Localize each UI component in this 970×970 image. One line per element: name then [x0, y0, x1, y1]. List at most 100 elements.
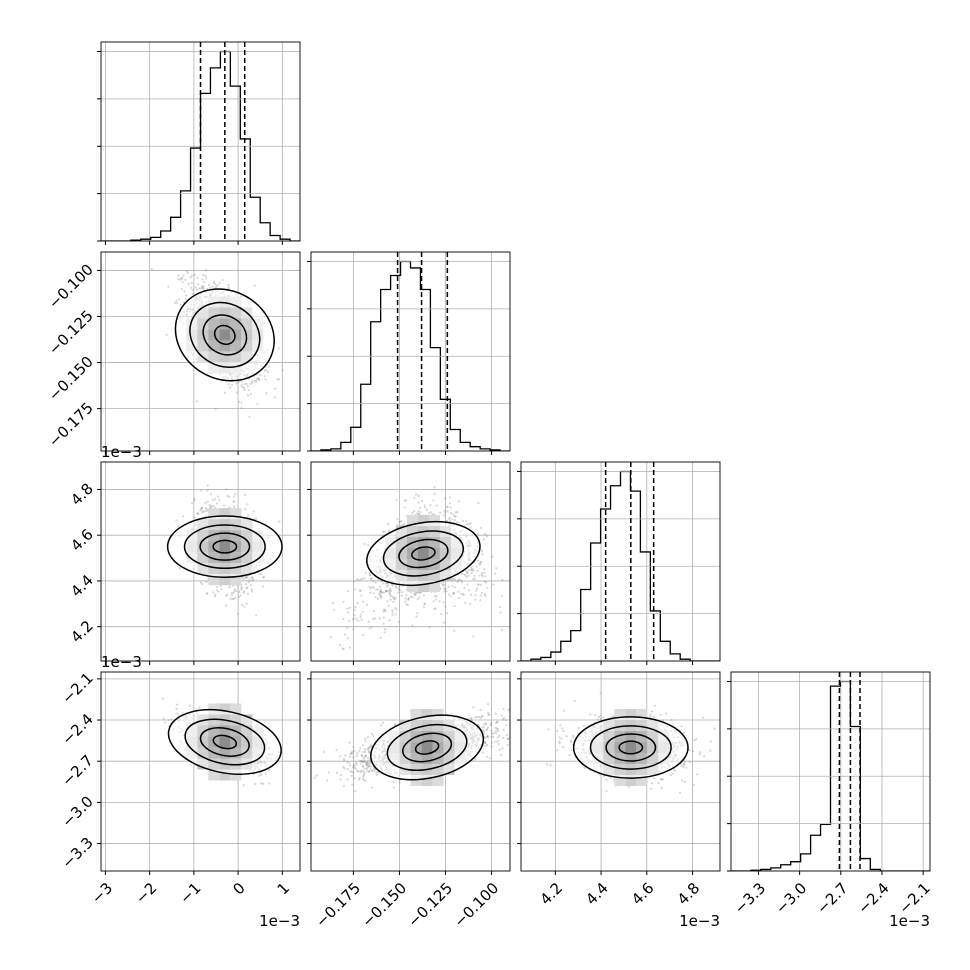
scatter-point	[422, 605, 426, 609]
scatter-point	[483, 593, 486, 596]
scatter-point	[223, 391, 227, 394]
scatter-point	[471, 577, 475, 581]
scatter-point	[230, 591, 233, 595]
scatter-point	[201, 511, 204, 514]
scatter-point	[384, 628, 387, 631]
scatter-point	[449, 595, 453, 598]
scatter-point	[277, 378, 281, 381]
scatter-point	[458, 578, 461, 581]
scatter-point	[193, 273, 196, 276]
scatter-point	[201, 510, 204, 513]
scatter-point	[200, 506, 204, 509]
scatter-point	[472, 635, 475, 638]
scatter-point	[372, 579, 375, 583]
scatter-point	[220, 587, 223, 591]
scatter-point	[371, 585, 374, 589]
scatter-point	[352, 618, 355, 621]
scatter-point	[391, 584, 394, 587]
scatter-point	[480, 560, 483, 563]
scatter-point	[200, 489, 203, 492]
scatter-point	[404, 499, 408, 502]
scatter-point	[185, 270, 188, 273]
scatter-point	[202, 285, 205, 288]
scatter-point	[235, 382, 238, 385]
scatter-point	[347, 611, 350, 614]
scatter-point	[385, 589, 388, 592]
scatter-point	[389, 590, 393, 593]
scatter-point	[276, 378, 279, 381]
scatter-point	[199, 581, 202, 584]
scatter-point	[380, 580, 383, 583]
scatter-point	[199, 509, 202, 512]
scatter-point	[429, 511, 433, 514]
scatter-point	[184, 294, 188, 297]
scatter-point	[230, 383, 234, 387]
density-cell	[428, 514, 440, 526]
scatter-point	[245, 602, 248, 605]
scatter-point	[401, 524, 404, 527]
scatter-point	[243, 576, 247, 580]
scatter-point	[189, 286, 193, 289]
scatter-point	[389, 588, 392, 592]
scatter-panel-1-0: −0.175−0.150−0.125−0.100	[45, 251, 301, 455]
scatter-point	[394, 597, 397, 600]
scatter-point	[228, 506, 231, 509]
scatter-point	[433, 607, 436, 611]
scatter-point	[216, 283, 219, 287]
contour-line	[212, 539, 238, 554]
scatter-point	[255, 517, 258, 520]
scatter-point	[338, 644, 342, 647]
scatter-point	[444, 511, 447, 514]
scatter-point	[354, 588, 357, 591]
hist-panel-1	[307, 251, 511, 455]
scatter-point	[479, 526, 482, 529]
scatter-point	[228, 495, 231, 498]
scatter-point	[465, 519, 468, 523]
scatter-point	[491, 555, 494, 558]
scatter-point	[379, 589, 382, 593]
scatter-point	[448, 516, 451, 520]
scatter-point	[486, 535, 489, 538]
scatter-point	[237, 400, 241, 403]
scatter-point	[349, 646, 352, 649]
density-cell	[406, 514, 418, 526]
scatter-point	[273, 387, 277, 390]
scatter-point	[353, 579, 356, 583]
scatter-point	[465, 571, 469, 574]
scatter-point	[480, 573, 484, 577]
scatter-point	[209, 493, 212, 496]
scatter-point	[440, 613, 443, 616]
scatter-point	[369, 587, 372, 590]
y-tick-label: 4.6	[67, 525, 97, 555]
scatter-point	[370, 577, 373, 580]
scatter-point	[391, 609, 394, 612]
scatter-point	[411, 511, 414, 515]
scatter-point	[403, 506, 406, 509]
scatter-point	[196, 283, 200, 286]
contour-line	[174, 288, 275, 382]
scatter-point	[396, 523, 399, 526]
scatter-point	[461, 520, 465, 523]
scatter-point	[478, 562, 481, 565]
y-tick-label: 4.2	[67, 617, 97, 647]
scatter-point	[390, 595, 393, 598]
scatter-point	[182, 515, 185, 518]
scatter-point	[462, 593, 465, 597]
scatter-point	[368, 572, 371, 575]
scatter-point	[476, 559, 480, 562]
scatter-point	[244, 576, 248, 579]
scatter-point	[445, 506, 448, 509]
scatter-point	[247, 581, 250, 584]
scatter-point	[353, 608, 356, 611]
scatter-point	[451, 518, 454, 521]
scatter-point	[457, 590, 460, 593]
scatter-point	[384, 582, 387, 585]
scatter-point	[209, 286, 212, 289]
scatter-point	[452, 577, 455, 580]
scatter-point	[435, 595, 438, 598]
scatter-point	[329, 636, 332, 639]
scatter-point	[189, 276, 192, 279]
scatter-point	[398, 587, 401, 591]
scatter-point	[480, 549, 484, 553]
scatter-point	[481, 553, 484, 556]
